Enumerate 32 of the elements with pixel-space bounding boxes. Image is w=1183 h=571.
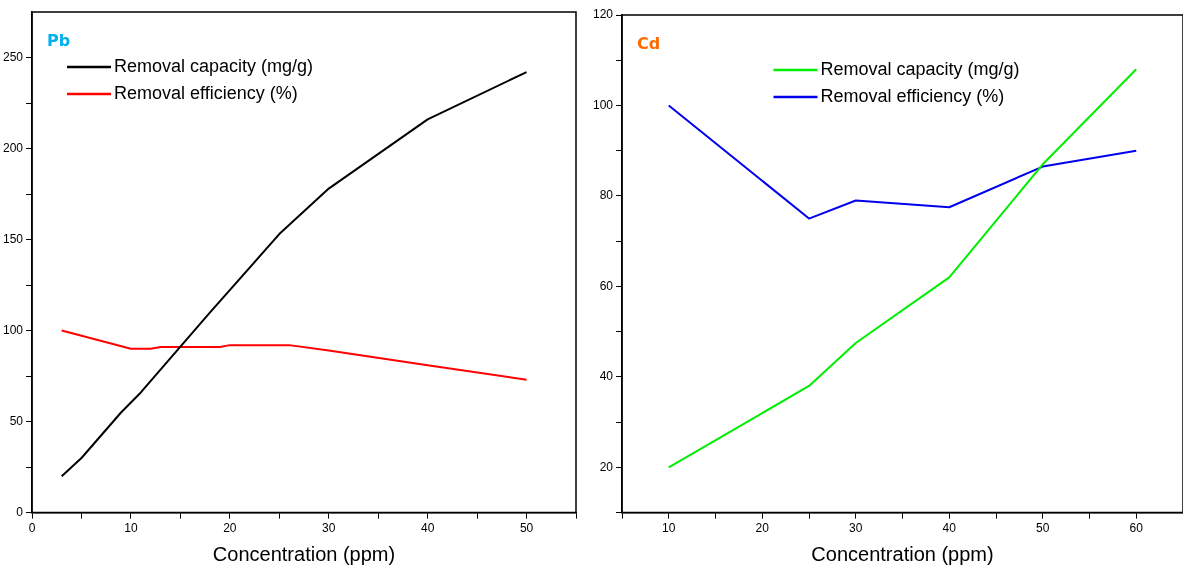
y-tick-label: 120 [592, 7, 614, 22]
x-axis-title: Concentration (ppm) [811, 542, 994, 565]
y-tick-label: 60 [599, 278, 614, 293]
x-tick-label: 40 [420, 521, 435, 536]
legend-label: Removal efficiency (%) [820, 85, 1005, 106]
x-tick-label: 20 [223, 521, 237, 536]
x-tick-label: 10 [124, 521, 138, 536]
x-tick-label: 20 [755, 521, 770, 536]
x-axis-title: Concentration (ppm) [212, 542, 396, 565]
y-tick-label: 100 [592, 97, 614, 112]
y-tick-label: 40 [599, 369, 614, 384]
legend-label: Removal capacity (mg/g) [114, 55, 314, 76]
y-tick-label: 20 [599, 459, 614, 474]
y-tick-label: 80 [599, 188, 614, 203]
x-tick-label: 40 [942, 521, 957, 536]
y-tick-label: 150 [2, 231, 24, 246]
x-tick-label: 30 [322, 521, 336, 536]
legend-label: Removal capacity (mg/g) [820, 58, 1020, 79]
y-tick-label: 0 [16, 504, 24, 519]
y-tick-label: 100 [2, 322, 24, 337]
x-tick-label: 30 [849, 521, 863, 536]
y-tick-label: 250 [2, 49, 24, 64]
text: Cd [637, 34, 661, 54]
legend-label: Removal efficiency (%) [114, 82, 298, 103]
x-tick-label: 50 [1036, 521, 1050, 536]
x-tick-label: 10 [662, 521, 676, 536]
y-tick-label: 200 [2, 140, 24, 155]
x-tick-label: 50 [519, 521, 534, 536]
x-tick-label: 60 [1129, 521, 1144, 536]
text: Pb [47, 31, 71, 51]
y-tick-label: 50 [9, 413, 24, 428]
x-tick-label: 0 [28, 521, 36, 536]
